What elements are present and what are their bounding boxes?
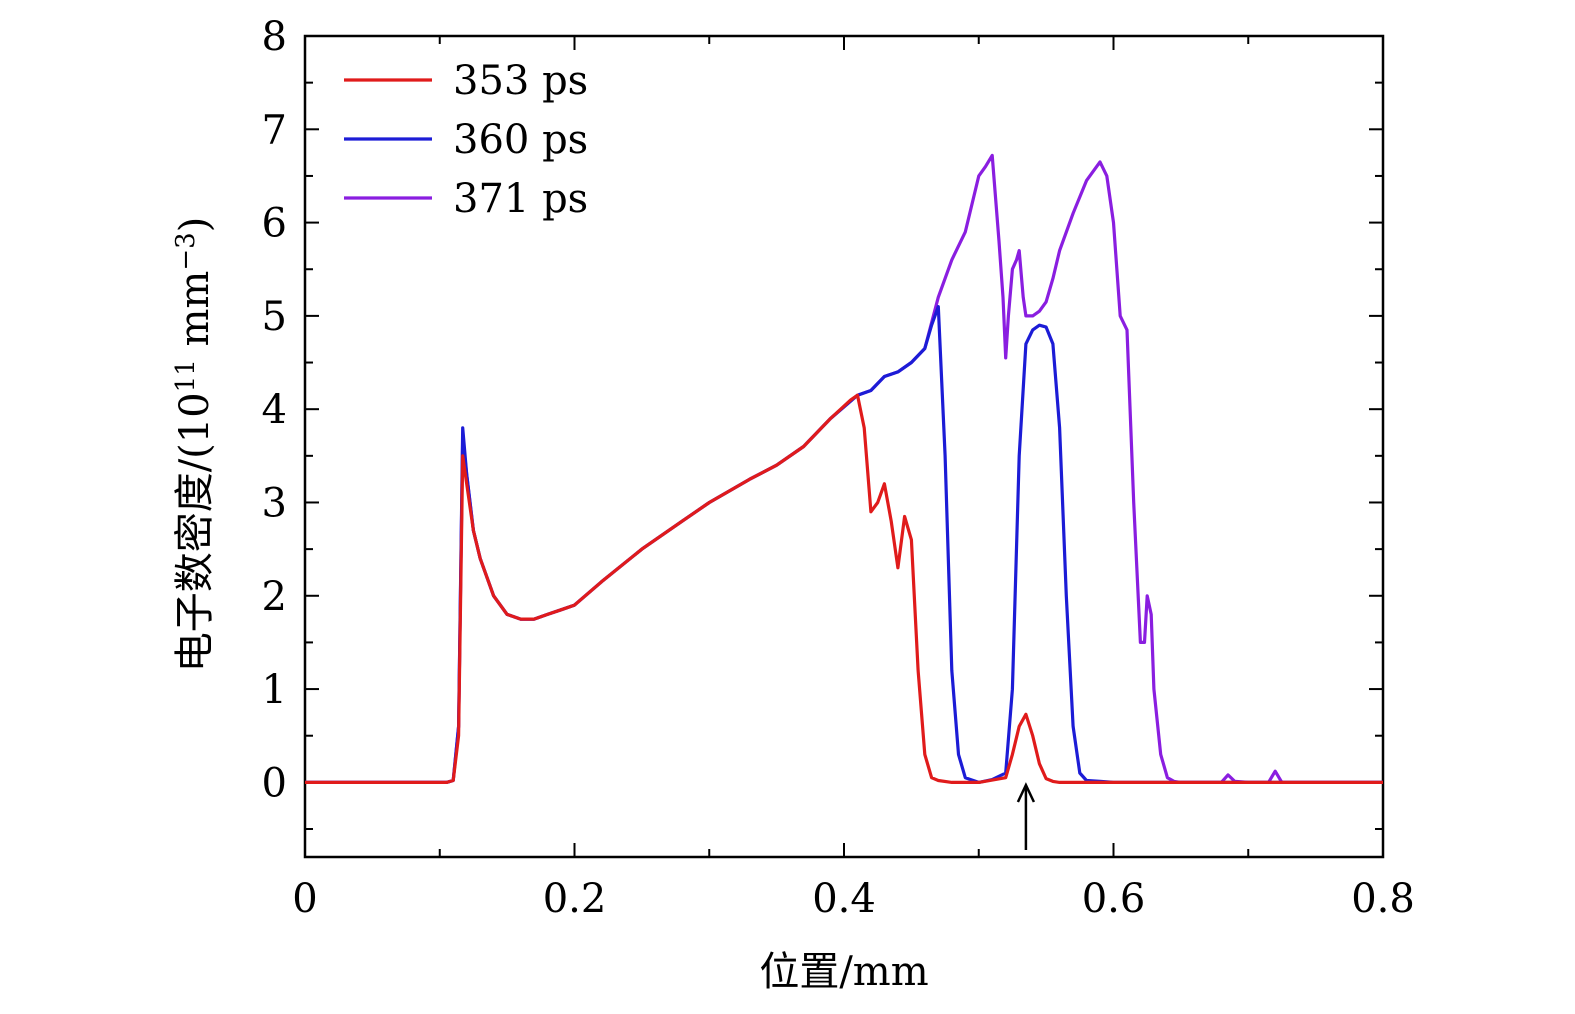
annotation-arrow-head (1016, 782, 1036, 803)
y-tick-label: 6 (262, 201, 287, 247)
x-tick-label: 0.4 (812, 876, 876, 922)
y-tick-label: 3 (262, 480, 287, 526)
x-tick-label: 0 (292, 876, 317, 922)
y-axis-title-unit: mm (172, 271, 218, 360)
y-axis-title-close: ) (172, 217, 218, 233)
y-tick-label: 5 (262, 294, 287, 340)
series-layer (305, 153, 1383, 785)
y-tick-label: 2 (262, 574, 287, 620)
y-tick-label: 8 (262, 14, 287, 60)
x-tick-label: 0.2 (543, 876, 607, 922)
y-axis-ticks: 0 1 2 3 4 5 6 7 8 (262, 14, 1383, 831)
legend: 353 ps 360 ps 371 ps (344, 58, 588, 222)
x-tick-label: 0.8 (1351, 876, 1415, 922)
legend-label: 353 ps (453, 58, 588, 104)
y-tick-label: 0 (262, 760, 287, 806)
y-tick-label: 4 (262, 387, 287, 433)
y-tick-label: 1 (262, 667, 287, 713)
series-line-353-ps (305, 393, 1383, 785)
legend-label: 360 ps (453, 117, 588, 163)
legend-label: 371 ps (453, 176, 588, 222)
x-axis-ticks: 0 0.2 0.4 0.6 0.8 (292, 36, 1415, 922)
y-axis-title-unit-exponent: −3 (171, 232, 201, 270)
series-line-360-ps (305, 305, 1383, 785)
y-tick-label: 7 (262, 107, 287, 153)
x-tick-label: 0.6 (1082, 876, 1146, 922)
y-axis-title: 电子数密度/(1011 mm−3) (171, 217, 218, 673)
y-axis-title-exponent: 11 (171, 359, 201, 392)
annotation-layer (1016, 782, 1036, 850)
x-axis-title: 位置/mm (759, 949, 928, 995)
y-axis-title-main: 电子数密度/(10 (172, 392, 218, 672)
